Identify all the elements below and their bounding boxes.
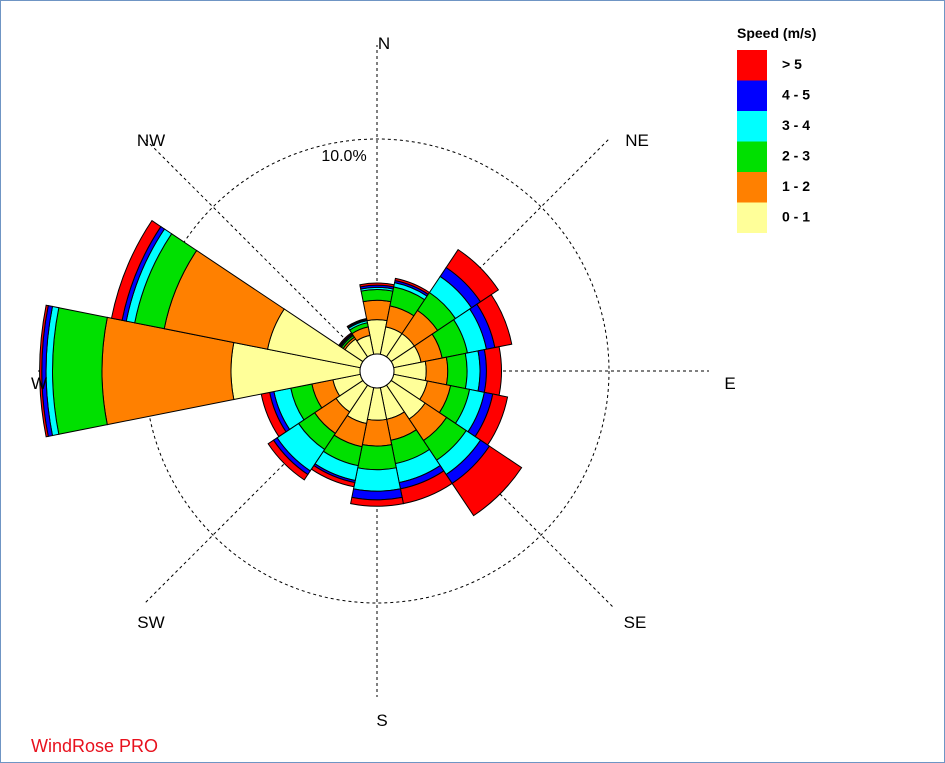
sector-e-3-4 [464,350,481,392]
sector-n-1-2 [362,299,392,322]
sector-w-5 [39,304,49,438]
sector-e-1-2 [424,356,449,386]
sector-s-3-4 [352,467,402,492]
sector-n-2-3 [360,289,394,303]
legend-label-4-5: 4 - 5 [782,87,810,103]
calm-circle [359,353,395,389]
legend-label-5: > 5 [782,56,802,72]
direction-label-e: E [724,374,735,393]
direction-label-nw: NW [137,131,165,150]
legend-swatch-0-1 [737,202,767,233]
sector-e-5 [483,346,503,396]
legend-swatch-4-5 [737,80,767,111]
sector-sw-5 [267,439,309,481]
axis-line-nw [143,137,378,372]
legend-swatch-5 [737,50,767,81]
direction-label-s: S [376,711,387,730]
direction-label-se: SE [624,613,647,632]
calm-center [359,353,395,389]
direction-label-w: W [31,374,47,393]
direction-label-sw: SW [137,613,164,632]
direction-label-n: N [378,34,390,53]
sector-se-5 [451,445,523,517]
legend-label-2-3: 2 - 3 [782,148,810,164]
sector-s-2-3 [357,444,397,471]
direction-label-ne: NE [625,131,649,150]
sector-nnw-5 [346,317,368,329]
brand-label: WindRose PRO [31,736,159,756]
sector-wnw-5 [110,219,162,321]
legend-title: Speed (m/s) [737,25,816,41]
label-layer: N NE E SE S SW W NW 10.0% [31,34,736,730]
sector-s-5 [350,496,404,507]
legend-label-0-1: 0 - 1 [782,209,810,225]
sector-ene-5 [476,293,513,349]
sector-w-2-3 [52,307,108,435]
legend: Speed (m/s) > 5 4 - 5 3 - 4 2 - 3 1 - 2 0 - 1 [737,25,816,233]
legend-swatch-2-3 [737,141,767,172]
legend-swatch-3-4 [737,111,767,142]
sector-e-2-3 [445,352,468,390]
legend-label-3-4: 3 - 4 [782,117,810,133]
legend-label-1-2: 1 - 2 [782,178,810,194]
sector-layer [39,219,523,517]
sector-ne-5 [445,248,500,303]
legend-swatch-1-2 [737,172,767,203]
ring-label: 10.0% [321,148,366,165]
